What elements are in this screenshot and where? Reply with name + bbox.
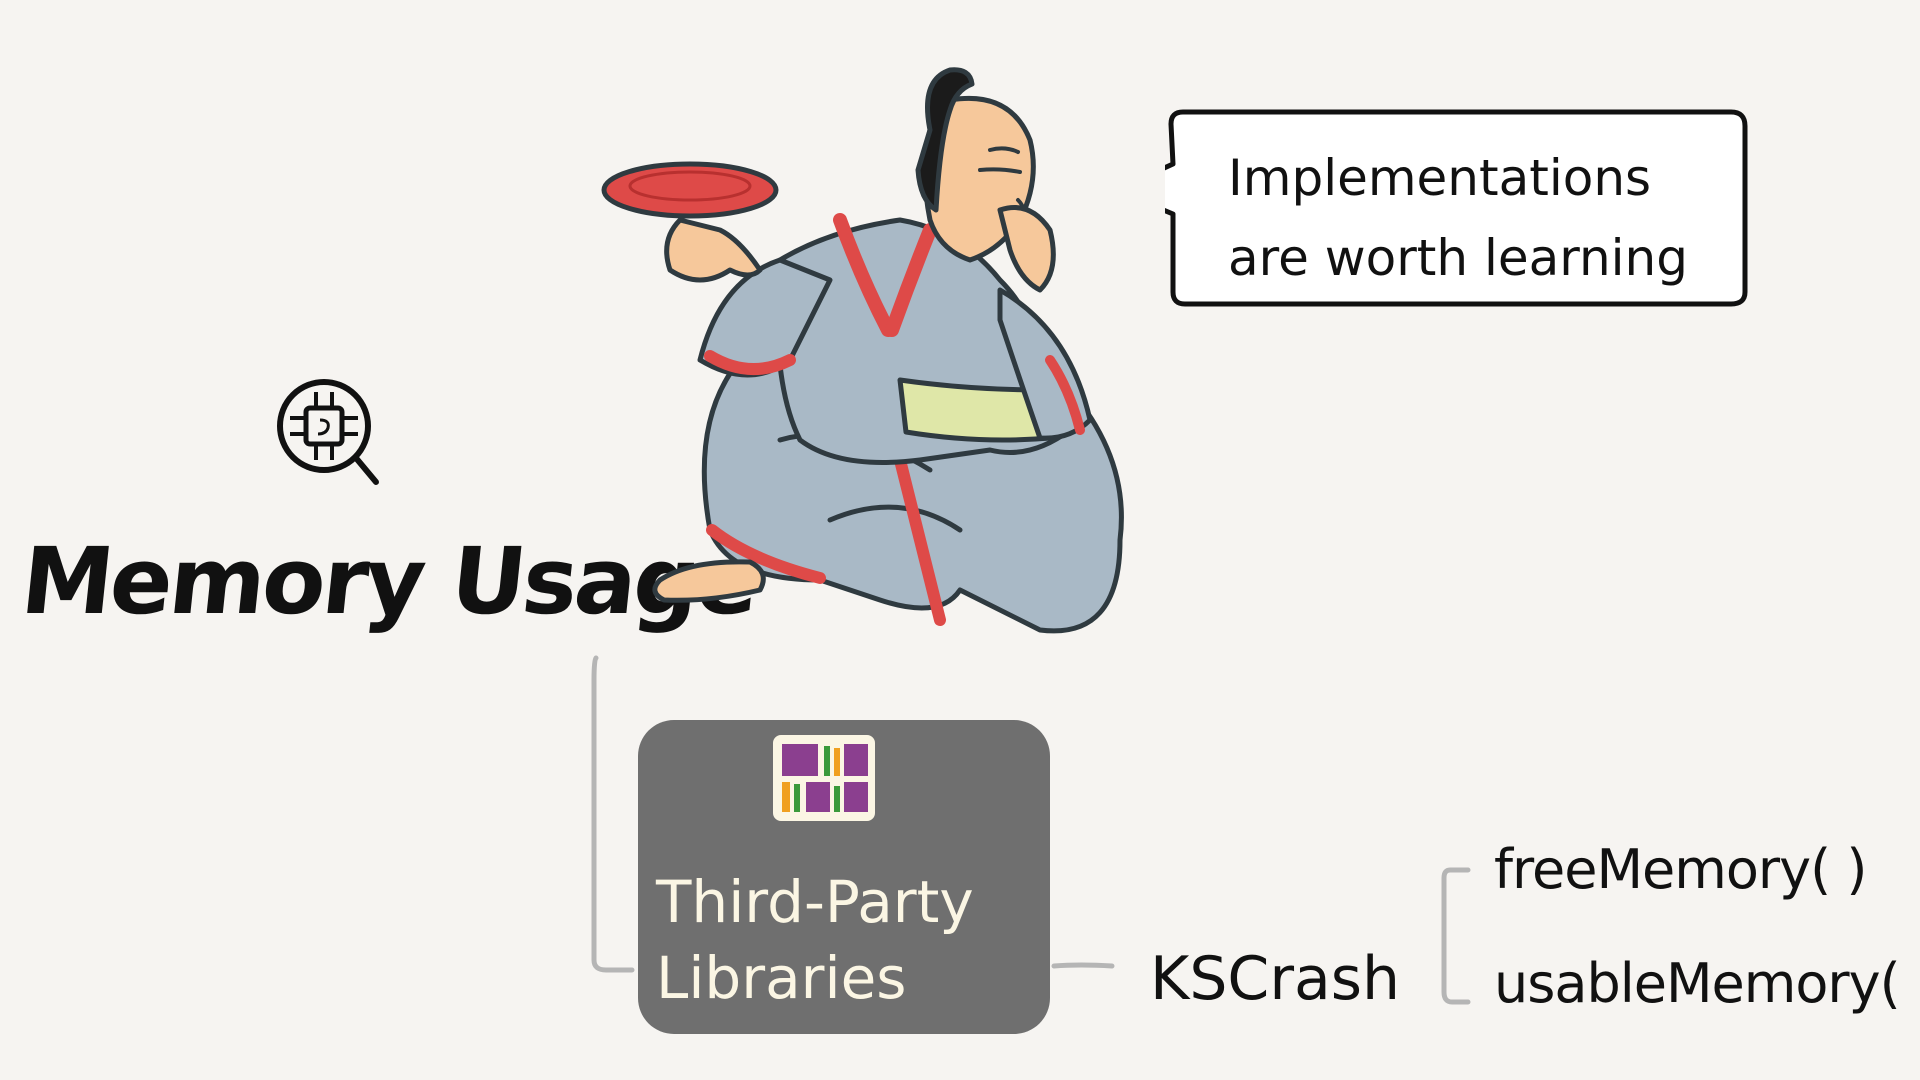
kscrash-methods-bracket <box>1441 867 1471 1005</box>
samurai-with-red-dish-illustration <box>601 67 1124 634</box>
speech-bubble-line: are worth learning <box>1228 229 1688 287</box>
method-usable-memory[interactable]: usableMemory( ) <box>1494 952 1920 1015</box>
speech-bubble-line: Implementations <box>1228 149 1652 207</box>
kscrash-node[interactable]: KSCrash <box>1150 944 1401 1014</box>
third-party-libraries-label: Third-Party Libraries <box>656 864 1036 1016</box>
library-label-line: Libraries <box>656 944 907 1012</box>
memory-chip-magnifier-icon <box>277 379 379 485</box>
bookshelf-icon <box>773 735 875 821</box>
library-label-line: Third-Party <box>656 868 974 936</box>
method-free-memory[interactable]: freeMemory( ) <box>1494 838 1867 901</box>
title-to-library-connector <box>591 655 635 973</box>
speech-bubble-text: Implementations are worth learning <box>1228 138 1748 298</box>
library-to-kscrash-connector <box>1051 962 1115 969</box>
speech-bubble <box>1165 109 1748 307</box>
